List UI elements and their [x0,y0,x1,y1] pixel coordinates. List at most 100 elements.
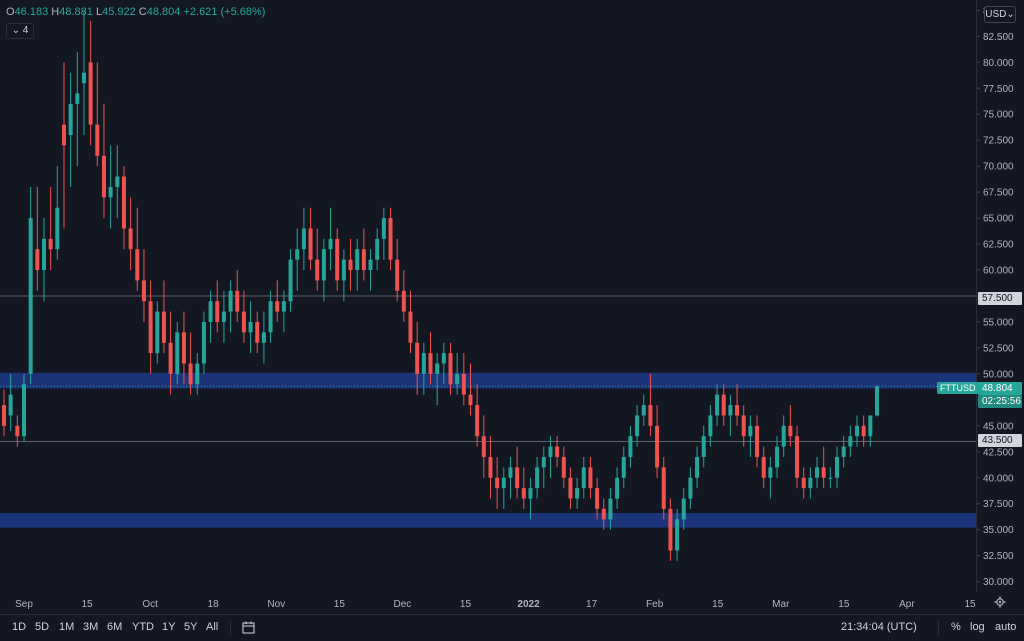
candle[interactable] [241,290,246,343]
candle[interactable] [535,456,540,499]
candle[interactable] [181,311,186,385]
candle[interactable] [741,405,746,447]
percent-scale-toggle[interactable]: % [951,621,961,633]
candle[interactable] [208,290,213,343]
candle[interactable] [481,415,486,478]
candle[interactable] [195,353,200,395]
candle[interactable] [148,280,153,374]
candle[interactable] [375,228,380,271]
candle[interactable] [308,207,313,271]
candle[interactable] [401,270,406,322]
candle[interactable] [528,477,533,520]
range-6m[interactable]: 6M [107,621,123,633]
candle[interactable] [828,467,833,489]
candle[interactable] [415,321,420,395]
candle[interactable] [728,394,733,437]
calendar-range-icon[interactable] [242,621,255,634]
zone-1[interactable] [0,513,976,528]
candle[interactable] [788,405,793,447]
candle[interactable] [455,353,460,395]
candle[interactable] [175,321,180,385]
indicators-toggle-button[interactable]: ⌄ 4 [6,23,34,39]
candle[interactable] [15,415,20,447]
candle[interactable] [701,425,706,468]
candle[interactable] [855,415,860,447]
range-3m[interactable]: 3M [83,621,99,633]
candle[interactable] [508,456,513,499]
candle[interactable] [848,425,853,457]
candle[interactable] [248,301,253,354]
candle[interactable] [635,405,640,447]
candle[interactable] [868,415,873,447]
candle[interactable] [781,415,786,457]
candle[interactable] [521,467,526,509]
candle[interactable] [361,228,366,281]
candle[interactable] [555,436,560,468]
candle[interactable] [75,51,80,167]
candle[interactable] [428,332,433,385]
candle[interactable] [475,384,480,447]
candle[interactable] [795,425,800,489]
candle[interactable] [621,446,626,489]
candle[interactable] [35,186,40,291]
zone-0[interactable] [0,372,976,389]
candle[interactable] [381,207,386,260]
log-scale-toggle[interactable]: log [970,621,985,633]
candle[interactable] [588,456,593,499]
candle[interactable] [468,363,473,416]
candle[interactable] [115,145,120,219]
candle[interactable] [368,249,373,291]
candle[interactable] [861,415,866,447]
candle[interactable] [408,290,413,354]
candle[interactable] [61,62,66,229]
candle[interactable] [648,373,653,437]
candle[interactable] [328,207,333,271]
candle[interactable] [641,394,646,426]
candle[interactable] [595,477,600,520]
candle[interactable] [275,280,280,322]
candle[interactable] [48,186,53,271]
candle[interactable] [708,405,713,447]
candle[interactable] [348,238,353,291]
candle[interactable] [388,207,393,271]
candle[interactable] [108,145,113,229]
candle[interactable] [215,280,220,333]
candle[interactable] [88,20,93,146]
candle[interactable] [321,238,326,302]
candle[interactable] [395,238,400,302]
candle[interactable] [515,446,520,499]
candle[interactable] [601,498,606,530]
candle[interactable] [141,249,146,322]
candle[interactable] [315,228,320,291]
range-5y[interactable]: 5Y [184,621,198,633]
candle[interactable] [355,238,360,291]
currency-selector[interactable]: USD⌄ [984,6,1016,23]
candle[interactable] [81,10,86,136]
candle[interactable] [121,166,126,250]
candle[interactable] [341,249,346,302]
candle[interactable] [8,373,13,432]
candle[interactable] [168,311,173,395]
candle[interactable] [681,488,686,530]
candle[interactable] [335,228,340,291]
candle[interactable] [575,477,580,509]
range-1d[interactable]: 1D [12,621,27,633]
candle[interactable] [201,311,206,374]
candle[interactable] [435,353,440,406]
auto-scale-toggle[interactable]: auto [995,621,1017,633]
candle[interactable] [41,218,46,302]
candle[interactable] [761,446,766,489]
candle[interactable] [668,498,673,561]
candle[interactable] [261,311,266,364]
gear-icon[interactable] [994,596,1006,608]
range-1m[interactable]: 1M [59,621,75,633]
candle[interactable] [255,311,260,354]
candle[interactable] [615,467,620,509]
range-1y[interactable]: 1Y [162,621,176,633]
candle[interactable] [448,342,453,395]
range-all[interactable]: All [206,621,219,633]
candle[interactable] [55,166,60,260]
candle[interactable] [821,446,826,489]
candle[interactable] [655,405,660,478]
candle[interactable] [801,467,806,499]
